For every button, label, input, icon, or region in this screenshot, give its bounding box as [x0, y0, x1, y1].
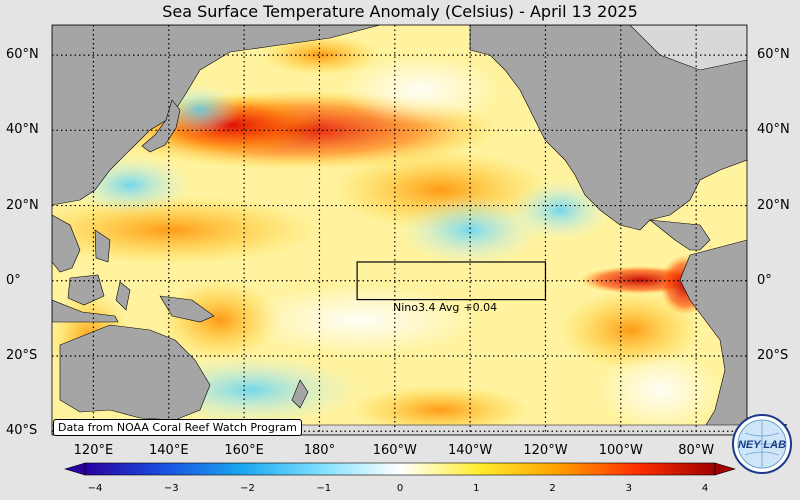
colorbar-tick-label: 4: [701, 483, 709, 494]
colorbar-tick-label: −2: [240, 483, 255, 494]
lat-label-left: 40°S: [6, 423, 38, 439]
nino34-name: Nino3.4 Avg: [393, 301, 460, 314]
colorbar-bar: [84, 462, 716, 476]
lon-label: 180°: [303, 443, 336, 458]
lon-label: 140°E: [149, 443, 189, 458]
lon-label: 160°E: [224, 443, 264, 458]
graticule: [52, 25, 747, 435]
lat-label-right: 20°N: [757, 197, 790, 213]
colorbar: [63, 462, 737, 476]
nei-lab-logo: NEY LAB: [732, 414, 792, 474]
colorbar-tick-label: −3: [163, 483, 179, 494]
map-frame: [51, 24, 748, 436]
data-credit: Data from NOAA Coral Reef Watch Program: [53, 419, 302, 436]
colorbar-tick-label: 2: [549, 483, 556, 494]
lon-label: 80°W: [678, 443, 715, 458]
colorbar-tick-label: 1: [473, 483, 480, 494]
lat-label-left: 20°S: [6, 348, 38, 363]
colorbar-min-arrow: [63, 462, 86, 476]
map-title: Sea Surface Temperature Anomaly (Celsius…: [162, 2, 638, 21]
lat-label-left: 0°: [6, 272, 21, 288]
lat-label-left: 20°N: [6, 197, 39, 213]
colorbar-tick-label: 0: [396, 483, 404, 494]
nino34-label: Nino3.4 Avg +0.04: [393, 301, 501, 314]
lat-label-right: 0°: [757, 272, 772, 288]
colorbar-tick-label: 3: [625, 483, 632, 494]
lat-label-right: 40°N: [757, 122, 790, 138]
colorbar-tick-label: −1: [316, 483, 332, 494]
lon-label: 120°E: [73, 443, 114, 458]
lon-label: 120°W: [523, 443, 568, 458]
colorbar-max-arrow: [714, 462, 737, 476]
lat-label-left: 60°N: [6, 47, 39, 63]
lon-label: 100°W: [598, 443, 643, 458]
lat-label-right: 60°N: [757, 47, 790, 63]
colorbar-tick-label: −4: [87, 483, 103, 494]
lat-label-left: 40°N: [6, 122, 39, 138]
lat-label-right: 20°S: [757, 348, 789, 363]
nino34-value: +0.04: [463, 301, 498, 314]
lon-label: 140°W: [448, 443, 493, 458]
nino34-box: [356, 261, 547, 301]
lon-label: 160°W: [372, 443, 417, 458]
svg-text:NEY LAB: NEY LAB: [738, 439, 786, 451]
